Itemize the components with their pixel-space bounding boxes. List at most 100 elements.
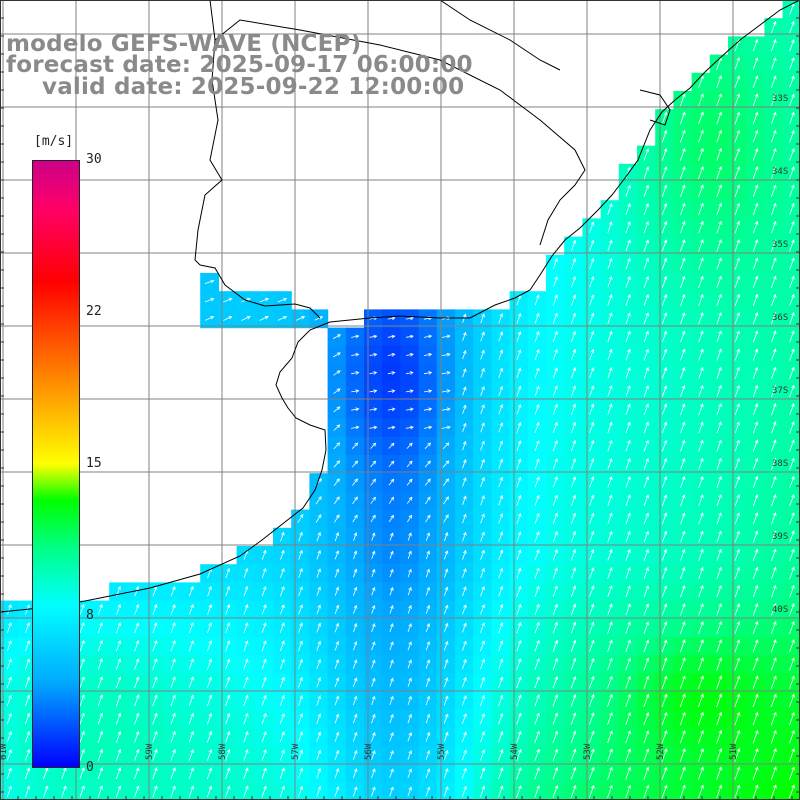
wind-arrow-head [700, 111, 704, 116]
wind-arrow-head [299, 604, 303, 609]
wind-arrow-head [645, 784, 650, 789]
wind-arrow-head [481, 767, 486, 772]
wind-arrow-head [791, 221, 795, 225]
wind-arrow-head [700, 566, 704, 571]
wind-arrow-shaft [661, 130, 667, 143]
wind-arrow-shaft [462, 677, 467, 688]
wind-arrow-head [645, 457, 649, 462]
wind-arrow-shaft [371, 532, 375, 541]
wind-arrow-head [517, 603, 522, 608]
wind-arrow-head [99, 694, 103, 699]
wind-arrow-shaft [443, 677, 448, 688]
wind-arrow-head [117, 712, 122, 717]
wind-arrow-head [700, 639, 704, 644]
wind-arrow-shaft [607, 495, 612, 506]
wind-arrow-shaft [516, 440, 521, 451]
wind-arrow-head [481, 640, 485, 645]
wind-arrow-head [518, 748, 522, 753]
wind-arrow-shaft [351, 408, 359, 411]
wind-arrow-shaft [625, 622, 631, 634]
wind-arrow-shaft [680, 221, 685, 234]
wind-arrow-shaft [351, 426, 359, 429]
wind-arrow-head [390, 732, 394, 737]
wind-arrow-shaft [7, 604, 12, 615]
wind-arrow-shaft [789, 748, 795, 762]
wind-arrow-head [499, 676, 504, 681]
wind-arrow-head [499, 513, 504, 518]
wind-arrow-head [645, 312, 649, 317]
wind-arrow-head [444, 713, 449, 718]
wind-arrow-head [772, 530, 777, 535]
wind-arrow-shaft [771, 94, 776, 107]
wind-arrow-shaft [371, 641, 375, 651]
country-border [214, 19, 586, 246]
wind-arrow-head [736, 403, 740, 408]
wind-arrow-shaft [771, 440, 776, 452]
wind-arrow-shaft [607, 622, 613, 634]
wind-arrow-shaft [771, 203, 776, 216]
wind-arrow-head [517, 331, 522, 336]
wind-arrow-shaft [188, 622, 194, 634]
wind-arrow-head [754, 566, 759, 571]
wind-arrow-shaft [698, 403, 704, 416]
wind-arrow-head [462, 422, 467, 427]
wind-arrow-shaft [698, 349, 704, 361]
wind-arrow-shaft [680, 531, 685, 543]
wind-arrow-shaft [316, 768, 321, 779]
wind-arrow-shaft [534, 313, 540, 324]
wind-arrow-shaft [607, 531, 613, 543]
wind-arrow-head [445, 496, 449, 501]
wind-arrow-head [609, 784, 613, 789]
wind-arrow-shaft [589, 222, 594, 233]
wind-arrow-shaft [534, 386, 540, 397]
wind-arrow-shaft [752, 785, 758, 799]
wind-arrow-shaft [734, 75, 740, 88]
wind-arrow-shaft [625, 549, 631, 561]
wind-arrow-head [590, 348, 595, 353]
wind-arrow-shaft [170, 786, 176, 798]
wind-arrow-head [627, 621, 631, 626]
wind-arrow-shaft [97, 695, 103, 707]
wind-arrow-head [172, 640, 176, 645]
wind-arrow-head [718, 457, 722, 462]
wind-arrow-shaft [425, 496, 431, 505]
wind-arrow-head [463, 622, 467, 627]
wind-arrow-head [463, 586, 467, 591]
wind-arrow-shaft [389, 623, 394, 633]
wind-arrow-shaft [789, 294, 795, 307]
wind-arrow-shaft [571, 349, 576, 361]
wind-arrow-shaft [534, 694, 540, 707]
wind-arrow-shaft [462, 332, 466, 342]
wind-arrow-head [772, 366, 777, 371]
wind-arrow-shaft [752, 330, 758, 343]
wind-arrow-shaft [225, 749, 230, 761]
wind-arrow-head [354, 478, 358, 483]
wind-arrow-shaft [389, 696, 394, 706]
wind-arrow-head [754, 639, 759, 644]
wind-arrow-shaft [462, 532, 467, 542]
wind-arrow-shaft [770, 676, 777, 689]
wind-arrow-shaft [170, 713, 176, 725]
wind-arrow-shaft [79, 695, 85, 707]
wind-arrow-shaft [534, 713, 540, 725]
wind-arrow-head [371, 532, 376, 537]
wind-arrow-shaft [516, 513, 521, 524]
wind-arrow-shaft [24, 749, 30, 761]
wind-arrow-shaft [789, 221, 795, 234]
wind-arrow-head [627, 257, 631, 262]
wind-arrow-shaft [734, 221, 740, 234]
wind-cell [418, 455, 438, 474]
wind-arrow-head [371, 568, 376, 573]
wind-arrow-head [736, 275, 741, 280]
wind-arrow-head [700, 330, 704, 335]
wind-arrow-head [335, 749, 340, 754]
wind-arrow-shaft [516, 713, 522, 725]
wind-arrow-shaft [441, 426, 451, 429]
wind-arrow-head [700, 312, 704, 317]
wind-arrow-head [263, 694, 267, 699]
wind-arrow-head [772, 275, 777, 280]
wind-arrow-head [608, 330, 613, 335]
wind-arrow-head [663, 257, 668, 262]
wind-arrow-head [172, 676, 176, 681]
wind-arrow-shaft [443, 659, 448, 669]
